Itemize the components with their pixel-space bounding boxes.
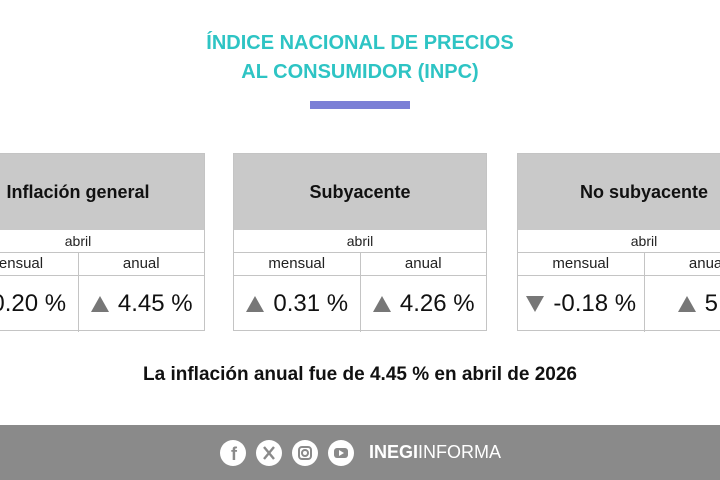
card: Subyacente abril mensual anual 0.31 % 4.26 % [233,153,487,332]
accent-bar [310,101,410,109]
instagram-icon[interactable] [291,439,319,467]
card: No subyacenteabrilmensualanual -0.18 % 5.0 [517,153,720,332]
value-cell: 5.0 [643,276,720,332]
value: 0.31 % [273,290,349,317]
value-row: -0.18 % 5.0 [518,276,720,332]
brand: INEGIINFORMA [369,442,501,463]
summary: La inflación anual fue de 4.45 % en abri… [143,364,577,385]
title-line: AL CONSUMIDOR (INPC) [241,61,479,83]
svg-text:f: f [231,444,238,464]
value-row: 0.31 % 4.26 % [234,276,486,332]
card: Inflación generalabrilmensualanual0.20 %… [0,153,205,332]
value-cell: 0.31 % [234,276,360,332]
card-title: Inflación general [0,154,204,230]
value-row: 0.20 % 4.45 % [0,276,204,332]
arrow-up [677,296,696,312]
brand-rest: INFORMA [418,442,501,462]
value: 4.26 % [399,290,475,317]
arrow-down [526,296,545,312]
card-title: No subyacente [518,154,720,230]
column-label: anual [359,253,486,276]
value-cell: 4.45 % [77,276,205,332]
value: 0.20 % [0,290,67,317]
column-label: anual [77,253,204,276]
value-cell: -0.18 % [518,276,644,332]
facebook-icon[interactable]: f [219,439,247,467]
x-icon[interactable] [255,439,283,467]
value-cell: 4.26 % [359,276,487,332]
title-line: ÍNDICE NACIONAL DE PRECIOS [206,32,514,54]
period: abril [518,230,720,253]
value-cell: 0.20 % [0,276,78,332]
value: 4.45 % [117,290,193,317]
column-label: mensual [0,253,78,276]
column-label: anual [643,253,720,276]
value: -0.18 % [553,290,637,317]
period: abril [234,230,486,253]
arrow-up [246,296,265,312]
arrow-up [90,296,109,312]
brand-bold: INEGI [368,442,418,462]
youtube-icon[interactable] [327,439,355,467]
footer: f INEGIINFORMA [0,425,720,480]
value: 5.0 [704,290,720,317]
period: abril [0,230,204,253]
card-title: Subyacente [234,154,486,230]
column-label: mensual [234,253,360,276]
column-label: mensual [518,253,644,276]
arrow-up [372,296,391,312]
